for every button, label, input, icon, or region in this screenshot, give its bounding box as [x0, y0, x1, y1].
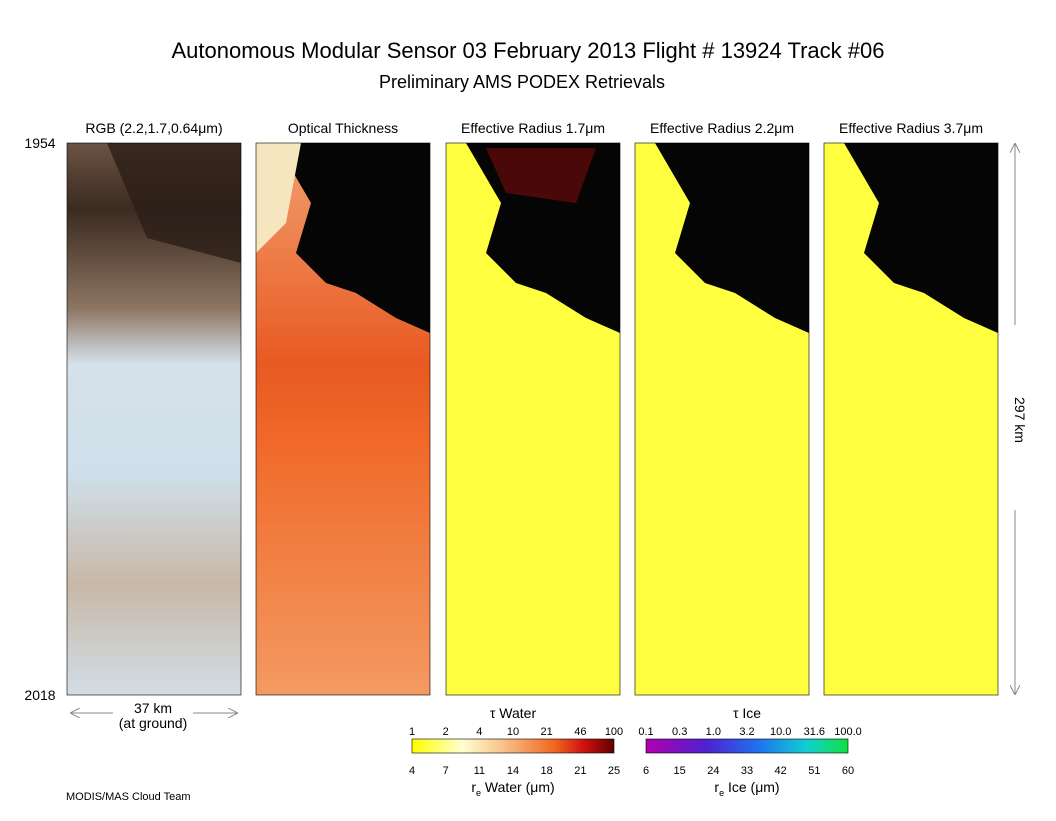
colorbar-bottom-title: re Ice (μm): [714, 779, 779, 798]
colorbar: [411, 738, 615, 754]
cloud-shadow: [844, 143, 998, 333]
colorbar-top-tick: 10: [507, 726, 519, 738]
panel-title: Effective Radius 1.7μm: [461, 120, 605, 136]
colorbar-top-tick: 4: [476, 726, 482, 738]
colorbar-top-tick: 0.1: [638, 726, 653, 738]
panels: RGB (2.2,1.7,0.64μm) Optical Thickness Eff…: [66, 120, 999, 696]
cloud-shadow: [655, 143, 809, 333]
colorbar-bottom-tick: 60: [842, 765, 854, 777]
dark-cloud: [107, 143, 241, 263]
colorbar-bottom-tick: 24: [707, 765, 719, 777]
colorbar-top-tick: 46: [574, 726, 586, 738]
cloud-shadow: [276, 143, 430, 333]
colorbar-title: τ Ice: [733, 705, 761, 721]
label: Ice (μm): [724, 779, 780, 795]
colorbar-top-tick: 1.0: [706, 726, 721, 738]
colorbar-bottom-tick: 14: [507, 765, 519, 777]
panel-title: Optical Thickness: [288, 120, 398, 136]
panel-frame: [634, 142, 810, 696]
colorbar-top-tick: 3.2: [739, 726, 754, 738]
subtitle: Preliminary AMS PODEX Retrievals: [379, 72, 665, 92]
colorbar-bottom-tick: 42: [775, 765, 787, 777]
colorbar-title: τ Water: [490, 705, 537, 721]
colorbar-bottom-tick: 25: [608, 765, 620, 777]
panel-frame: [66, 142, 242, 696]
swath-note: (at ground): [119, 715, 187, 731]
colorbar-bottom-tick: 7: [443, 765, 449, 777]
symbol: r: [714, 779, 719, 795]
colorbar-top-tick: 21: [541, 726, 553, 738]
panel-title: Effective Radius 3.7μm: [839, 120, 983, 136]
subscript: e: [719, 788, 724, 798]
colorbar-bottom-tick: 6: [643, 765, 649, 777]
colorbar-bottom-tick: 18: [541, 765, 553, 777]
colorbar: [645, 738, 849, 754]
colorbar-bottom-tick: 51: [808, 765, 820, 777]
colorbar-top-tick: 1: [409, 726, 415, 738]
colorbar-bottom-title: re Water (μm): [471, 779, 554, 798]
red-patch: [486, 148, 596, 203]
track-length: 297 km: [1012, 397, 1028, 443]
colorbar-top-tick: 100.0: [834, 726, 862, 738]
time-end: 2018: [24, 687, 55, 703]
label: Water (μm): [481, 779, 555, 795]
symbol: r: [471, 779, 476, 795]
cloud-shadow: [466, 143, 620, 333]
colorbar-bottom-tick: 21: [574, 765, 586, 777]
colorbar-top-tick: 10.0: [770, 726, 791, 738]
title: Autonomous Modular Sensor 03 February 20…: [172, 38, 885, 63]
panel-title: RGB (2.2,1.7,0.64μm): [85, 120, 222, 136]
colorbar-top-tick: 0.3: [672, 726, 687, 738]
footer: MODIS/MAS Cloud Team: [66, 791, 191, 803]
panel-title: Effective Radius 2.2μm: [650, 120, 794, 136]
colorbar-top-tick: 100: [605, 726, 623, 738]
panel-frame: [255, 142, 431, 696]
colorbar-top-tick: 2: [443, 726, 449, 738]
colorbar-bottom-tick: 11: [474, 765, 485, 777]
colorbar-bottom-tick: 4: [409, 765, 415, 777]
thin-cloud: [256, 143, 301, 253]
colorbar-top-tick: 31.6: [804, 726, 825, 738]
swath-width: 37 km: [134, 700, 172, 716]
time-start: 1954: [24, 135, 55, 151]
colorbar-bottom-tick: 33: [741, 765, 753, 777]
width-label-bg: [113, 700, 193, 734]
panel-frame: [823, 142, 999, 696]
panel-frame: [445, 142, 621, 696]
colorbar-bottom-tick: 15: [674, 765, 686, 777]
subscript: e: [476, 788, 481, 798]
